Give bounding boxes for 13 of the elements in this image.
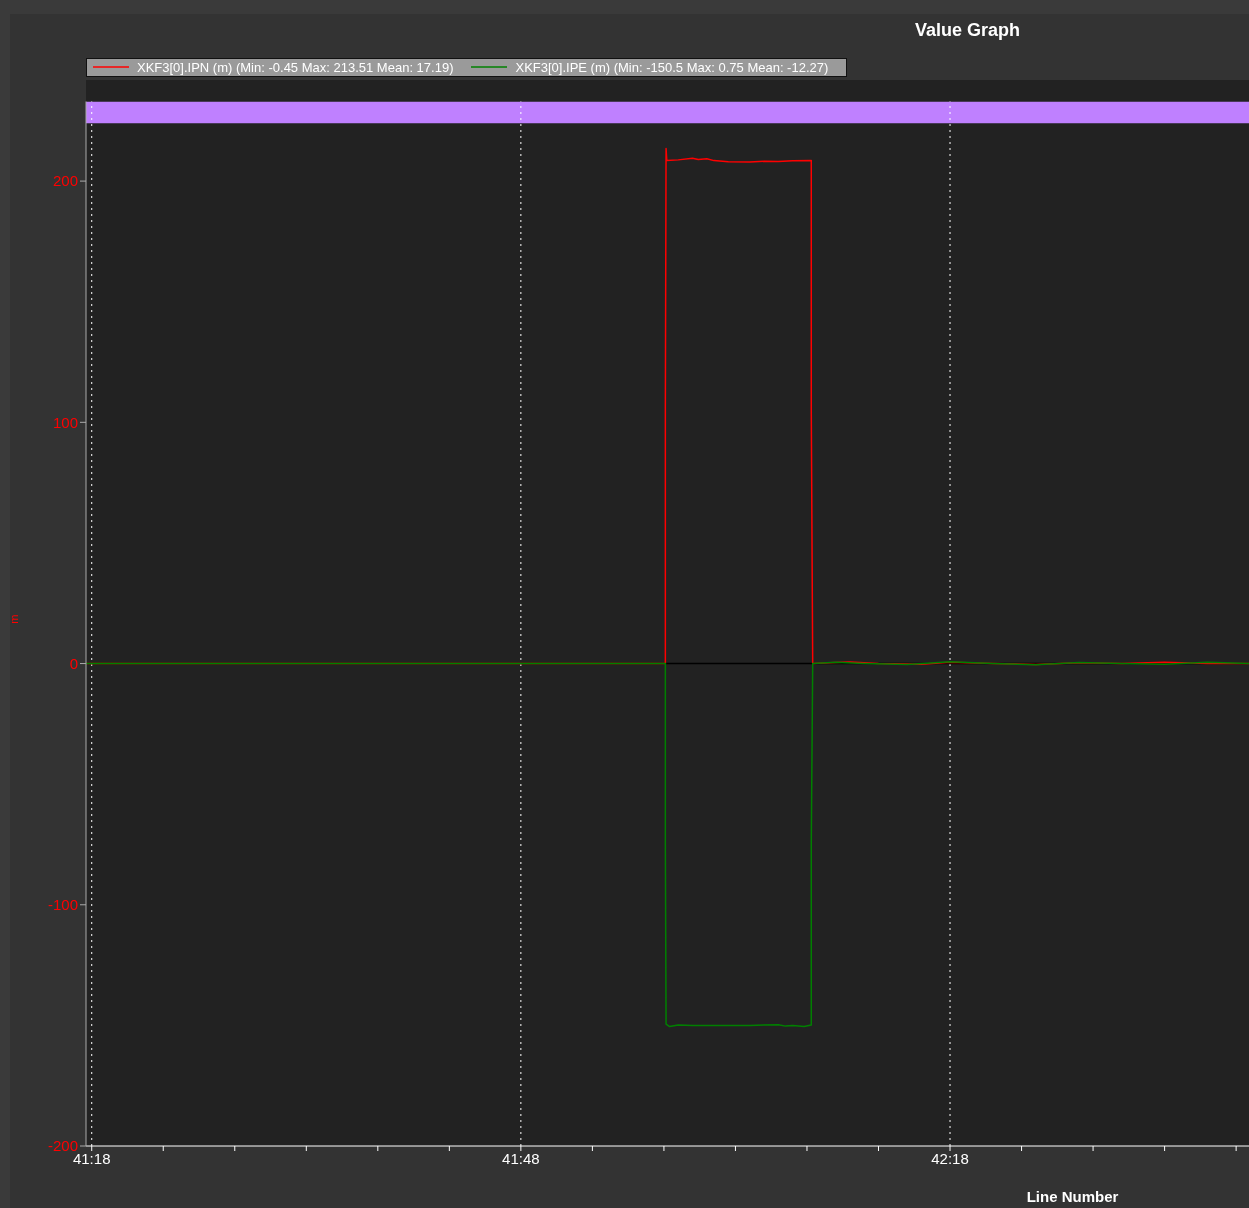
- y-tick-label: 0: [69, 654, 78, 672]
- line-series: [86, 660, 1249, 1028]
- x-tick-label: 42:18: [931, 1149, 969, 1167]
- x-tick-label: 41:48: [502, 1149, 540, 1167]
- chart-title: Value Graph: [913, 20, 1021, 41]
- legend-label: XKF3[0].IPN (m) (Min: -0.45 Max: 213.51 Mean: 17.19): [137, 59, 454, 75]
- y-tick-label: -100: [47, 896, 78, 914]
- y-axis-title: m: [7, 614, 20, 624]
- legend-label: XKF3[0].IPE (m) (Min: -150.5 Max: 0.75 Mean: -12.27): [515, 59, 829, 75]
- y-tick-label: 200: [52, 172, 78, 190]
- x-axis-title: Line Number: [1026, 1188, 1119, 1205]
- y-tick-label: 100: [52, 413, 78, 431]
- y-tick-label: -200: [47, 1137, 78, 1155]
